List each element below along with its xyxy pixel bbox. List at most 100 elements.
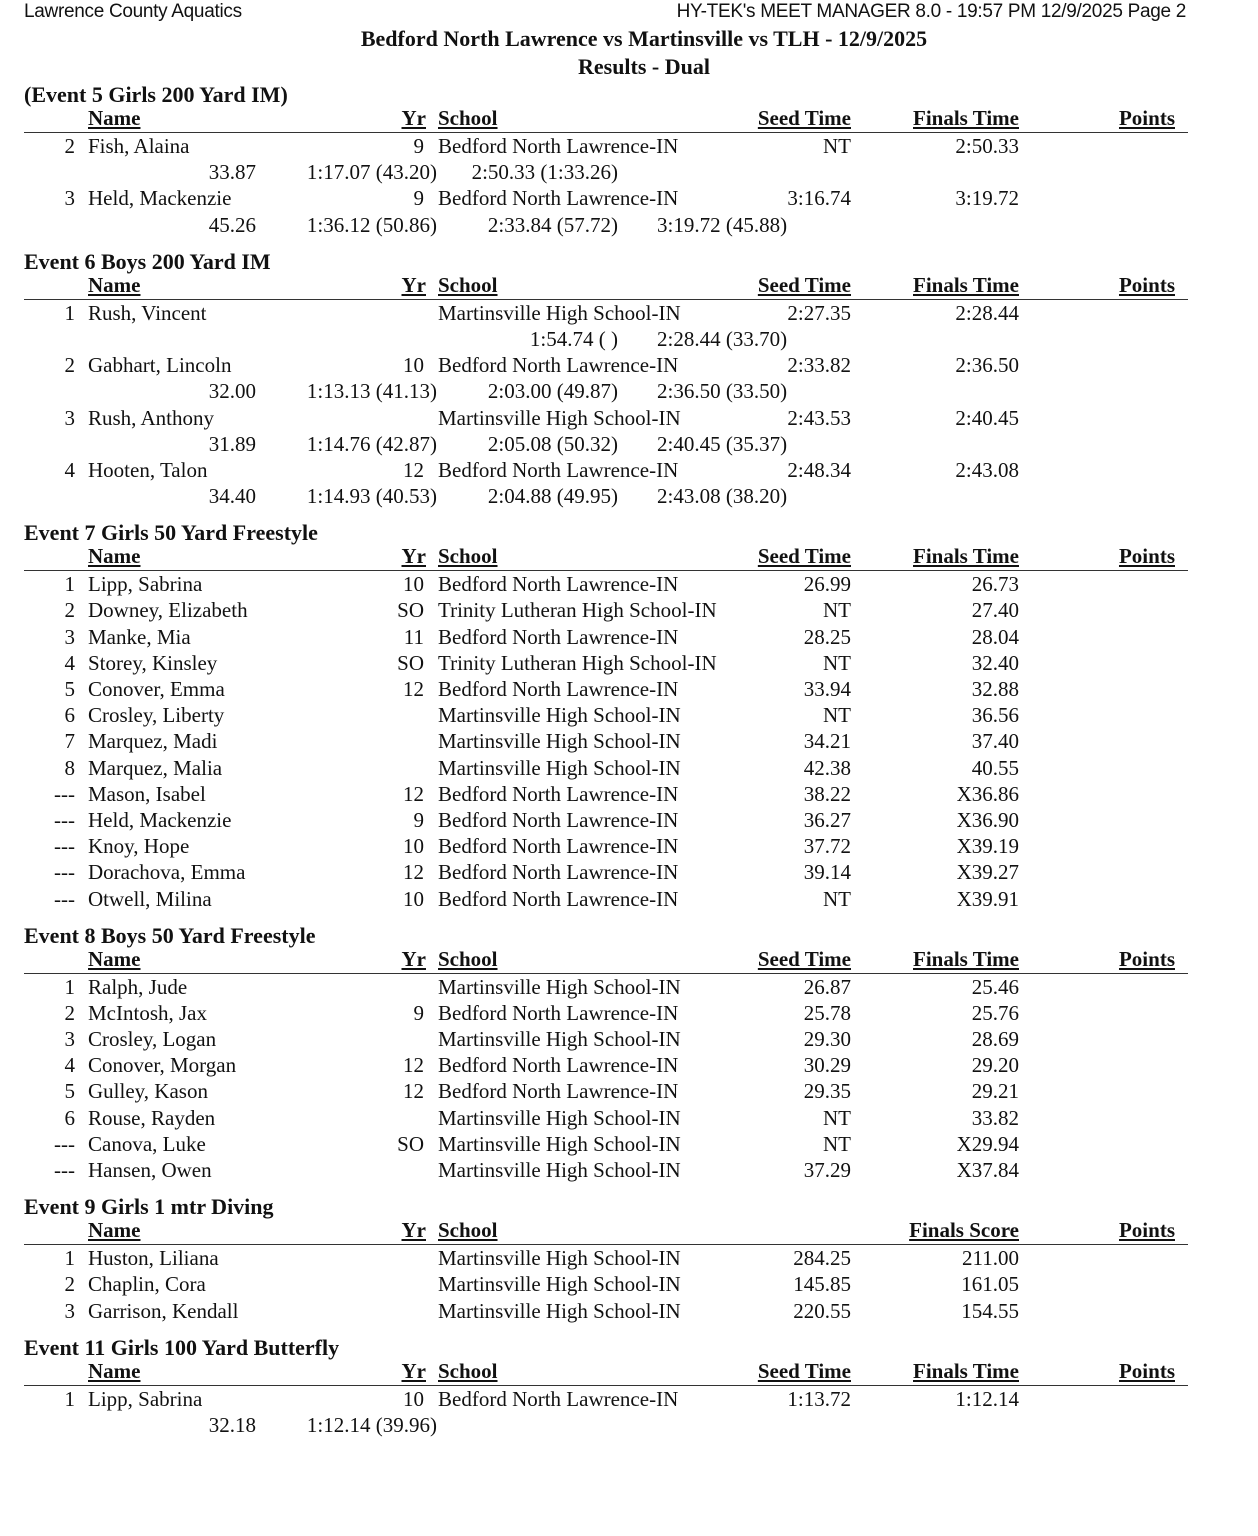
column-points: Points [1118,1358,1175,1383]
swimmer-name: Held, Mackenzie [88,807,232,832]
column-name: Name [88,544,141,569]
year: 12 [403,457,424,482]
swimmer-name: Fish, Alaina [88,134,190,158]
finals-time: X39.91 [956,886,1019,911]
result-row: 1 Lipp, Sabrina 10 Bedford North Lawrence-I… [24,1386,1188,1412]
result-row: 6 Rouse, Rayden Martinsville High School-I… [24,1105,1188,1131]
splits-row: 32.00 1:13.13 (41.13) 2:03.00 (49.87) 2:36.… [24,378,1188,404]
seed-time: NT [823,1131,851,1156]
splits-row: 45.26 1:36.12 (50.86) 2:33.84 (57.72) 3:19.… [24,212,1188,238]
finals-time: 25.76 [971,1000,1019,1025]
swimmer-name: Mason, Isabel [88,781,206,806]
event-title: Event 11 Girls 100 Yard Butterfly [24,1334,340,1360]
swimmer-name: Chaplin, Cora [88,1272,206,1297]
finals-time: 2:50.33 [955,134,1019,158]
finals-time: X39.27 [956,860,1019,885]
year: 12 [403,781,424,806]
finals-time: X37.84 [956,1158,1019,1182]
year: 9 [413,1000,425,1025]
school: Bedford North Lawrence-IN [438,186,679,211]
swimmer-name: Rouse, Rayden [88,1105,216,1130]
finals-time: 2:40.45 [955,405,1019,430]
place: 5 [64,1079,76,1104]
seed-time: NT [823,1105,851,1130]
result-row: 5 Gulley, Kason 12 Bedford North Lawrence-I… [24,1078,1188,1104]
school: Trinity Lutheran High School-IN [438,598,717,623]
column-points: Points [1118,106,1175,130]
place: 3 [64,405,76,430]
finals-time: 3:19.72 [955,186,1019,211]
column-school: School [438,1218,498,1243]
result-row: 1 Ralph, Jude Martinsville High School-IN 2… [24,974,1188,1000]
finals-time: 37.40 [971,729,1019,754]
swimmer-name: Downey, Elizabeth [88,598,248,623]
column-finals: Finals Time [913,946,1019,971]
year: 9 [413,807,425,832]
finals-time: 25.46 [971,974,1019,999]
seed-time: 26.87 [803,974,851,999]
seed-time: 42.38 [803,755,851,780]
result-row: --- Dorachova, Emma 12 Bedford North Lawren… [24,859,1188,885]
column-seed: Seed Time [757,272,851,297]
event-title: (Event 5 Girls 200 Yard IM) [24,82,288,107]
column-yr: Yr [401,1218,427,1243]
year: 12 [403,1053,424,1078]
split-3: 2:05.08 (50.32) [487,431,618,456]
school: Bedford North Lawrence-IN [438,457,679,482]
swimmer-name: Canova, Luke [88,1131,206,1156]
finals-time: X36.86 [956,781,1019,806]
seed-time: NT [823,886,851,911]
finals-time: X36.90 [956,807,1019,832]
seed-time: NT [823,134,851,158]
splits-row: 31.89 1:14.76 (42.87) 2:05.08 (50.32) 2:40.… [24,431,1188,457]
school: Martinsville High School-IN [438,703,681,728]
place: 1 [64,1386,76,1411]
column-header-row: Name Yr School Finals Score Points [24,1218,1188,1246]
swimmer-name: Lipp, Sabrina [88,572,203,597]
column-header-row: Name Yr School Seed Time Finals Time Points [24,1359,1188,1386]
year: 10 [403,834,424,859]
column-yr: Yr [401,946,427,971]
seed-time: 30.29 [803,1053,851,1078]
event-title: Event 6 Boys 200 Yard IM [24,248,271,274]
place: 8 [64,755,76,780]
column-yr: Yr [401,272,427,297]
year: 9 [413,134,425,158]
finals-time: 40.55 [971,755,1019,780]
school: Martinsville High School-IN [438,1131,681,1156]
year: 10 [403,1386,424,1411]
result-row: --- Otwell, Milina 10 Bedford North Lawrenc… [24,886,1188,912]
school: Martinsville High School-IN [438,405,681,430]
column-seed: Seed Time [757,544,851,569]
column-finals: Finals Time [913,272,1019,297]
column-school: School [438,106,498,130]
year: 10 [403,572,424,597]
column-yr: Yr [401,106,427,130]
swimmer-name: Marquez, Madi [88,729,218,754]
result-row: 6 Crosley, Liberty Martinsville High Schoo… [24,702,1188,728]
place: 6 [64,703,76,728]
result-row: 3 Rush, Anthony Martinsville High School-I… [24,405,1188,431]
result-row: 7 Marquez, Madi Martinsville High School-I… [24,728,1188,754]
seed-time: 284.25 [793,1246,851,1271]
splits-row: 1:54.74 ( ) 2:28.44 (33.70) [24,326,1188,352]
place: 4 [64,457,76,482]
school: Martinsville High School-IN [438,1272,681,1297]
column-yr: Yr [401,544,427,569]
result-row: --- Held, Mackenzie 9 Bedford North Lawrenc… [24,807,1188,833]
seed-time: 29.35 [803,1079,851,1104]
year: SO [397,1131,424,1156]
finals-time: 29.20 [971,1053,1019,1078]
place: --- [54,834,75,859]
column-name: Name [88,272,141,297]
result-row: 2 McIntosh, Jax 9 Bedford North Lawrence-IN… [24,1000,1188,1026]
school: Martinsville High School-IN [438,300,681,325]
software-info: HY-TEK's MEET MANAGER 8.0 - 19:57 PM 12/… [676,1,1187,22]
swimmer-name: Rush, Anthony [88,405,215,430]
swimmer-name: Crosley, Liberty [88,703,225,728]
swimmer-name: Otwell, Milina [88,886,212,911]
event-section: Event 6 Boys 200 Yard IM Name Yr School Seed… [24,249,1188,510]
school: Martinsville High School-IN [438,974,681,999]
swimmer-name: Marquez, Malia [88,755,223,780]
